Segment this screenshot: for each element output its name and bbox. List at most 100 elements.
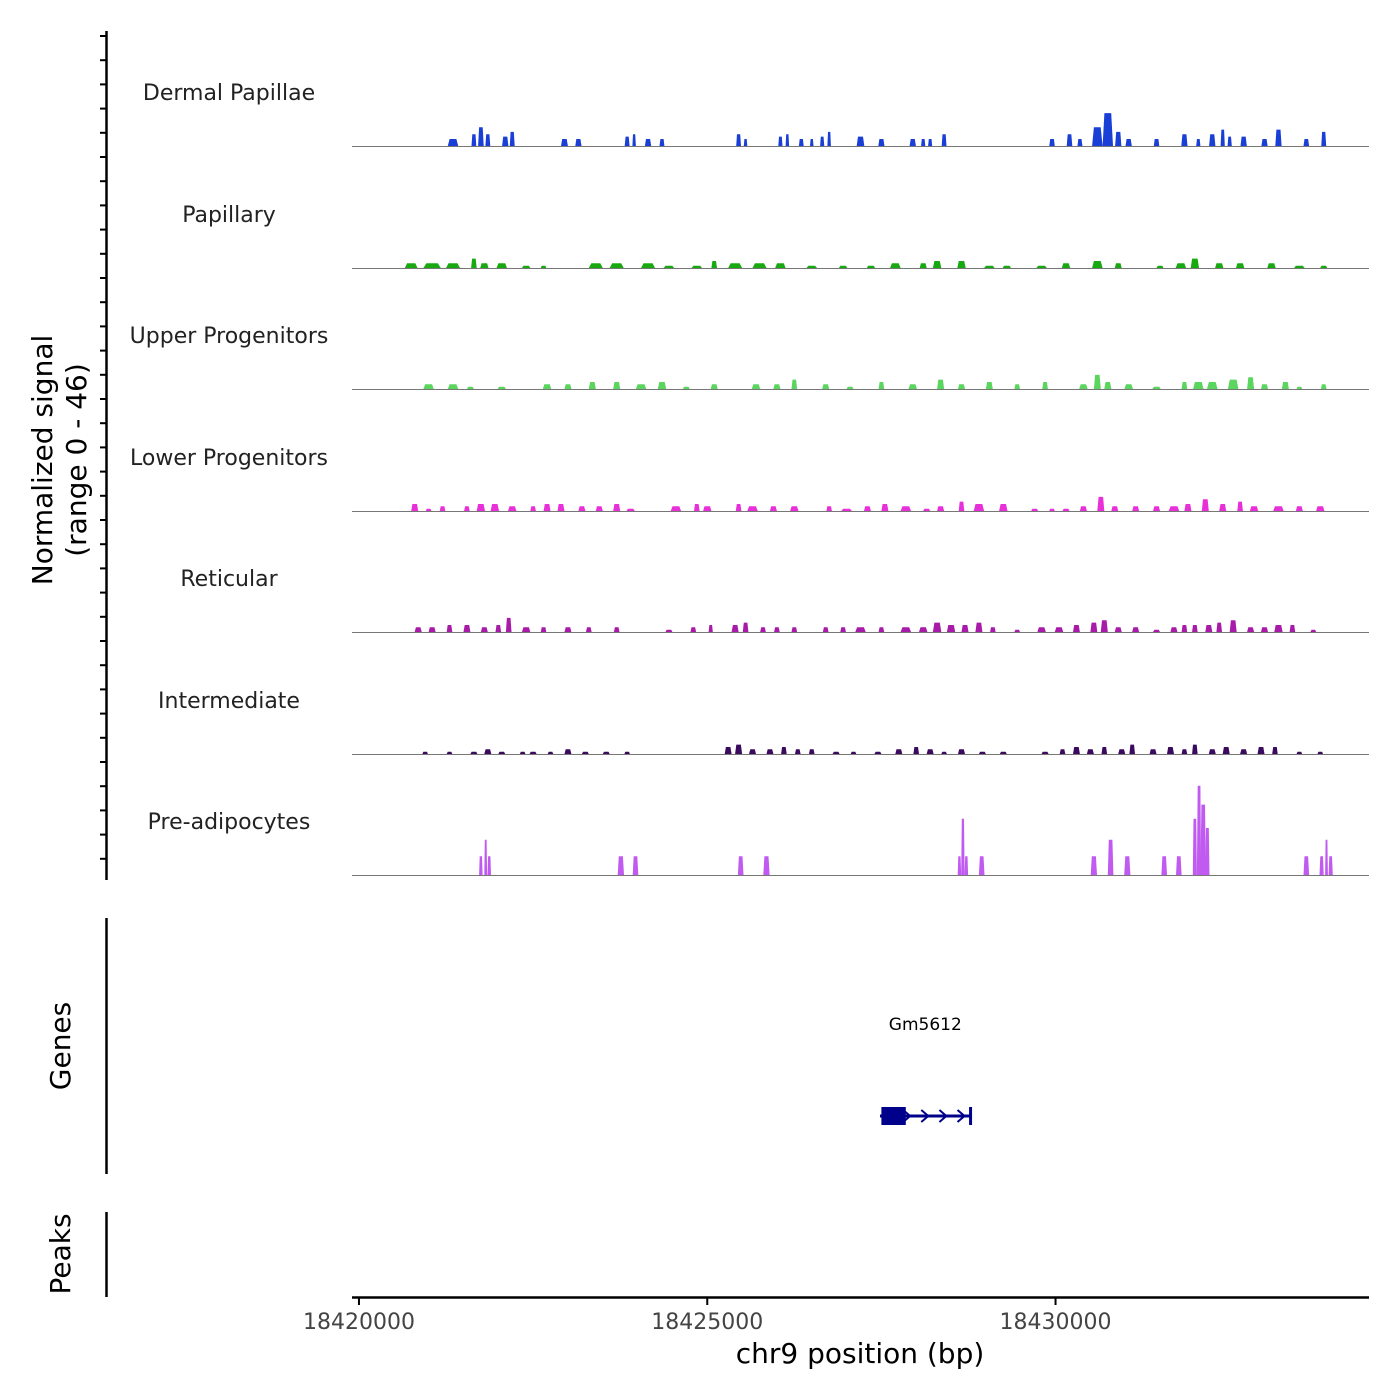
dermal-papillae-signal-peak-1 [471,134,477,146]
dermal-papillae-signal-peak-31 [1115,131,1122,146]
papillary-signal-peak-4 [480,263,489,268]
pre-adipocytes-signal-peak-13 [1124,856,1131,875]
papillary-signal-peak-22 [932,261,942,268]
reticular-signal-peak-40 [1170,627,1178,632]
pre-adipocytes-signal-peak-22 [1325,839,1328,875]
dermal-papillae-signal-peak-22 [909,139,916,146]
upper-progenitors-signal-peak-31 [1207,382,1218,389]
reticular-signal-peak-13 [690,627,697,632]
upper-progenitors-signal-peak-27 [1124,384,1133,389]
gene-label-gm5612: Gm5612 [889,1015,962,1035]
intermediate-signal-peak-37 [1167,747,1174,754]
papillary-signal-peak-19 [866,265,876,268]
reticular-signal-peak-50 [1310,629,1317,632]
upper-progenitors-signal-peak-7 [613,382,621,389]
papillary-signal-peak-17 [806,265,817,268]
track-label-lower-progenitors: Lower Progenitors [130,446,328,471]
pre-adipocytes-signal-peak-4 [632,856,639,875]
intermediate-signal-peak-33 [1101,747,1108,754]
lower-progenitors-signal-peak-4 [476,504,485,511]
lower-progenitors-signal-peak-28 [958,501,965,511]
track-label-upper-progenitors: Upper Progenitors [130,324,329,349]
upper-progenitors-signal-peak-5 [564,384,572,389]
lower-progenitors-signal-peak-29 [973,504,985,511]
reticular-signal-peak-27 [946,625,956,632]
intermediate-signal-peak-6 [529,751,537,754]
lower-progenitors-signal-peak-39 [1168,506,1180,511]
intermediate-signal-peak-44 [1272,747,1278,754]
intermediate-signal-peak-27 [978,751,986,754]
intermediate-signal-peak-38 [1181,749,1188,754]
reticular-signal-peak-48 [1274,625,1283,632]
lower-progenitors-signal-peak-30 [999,504,1008,511]
strand-arrow-icon [884,1109,894,1123]
upper-progenitors-signal-peak-16 [846,386,854,389]
intermediate-signal-peak-24 [926,749,934,754]
track-intermediate [352,744,1369,755]
intermediate-signal-peak-42 [1240,749,1248,754]
lower-progenitors-signal-peak-22 [841,508,852,511]
track-label-reticular: Reticular [180,567,278,592]
lower-progenitors-signal-peak-41 [1201,499,1209,511]
dermal-papillae-signal-peak-8 [624,136,630,146]
pre-adipocytes-signal-peak-17 [1196,785,1202,875]
lower-progenitors-signal-peak-7 [530,506,536,511]
papillary-signal-peak-9 [609,263,624,268]
intermediate-signal-peak-21 [874,751,882,754]
dermal-papillae-signal-peak-16 [798,139,804,146]
lower-progenitors-signal-peak-23 [864,506,871,511]
reticular-signal-peak-38 [1132,627,1140,632]
dermal-papillae-signal-peak-14 [778,136,783,146]
papillary-signal-peak-37 [1320,265,1328,268]
pre-adipocytes-signal-peak-18 [1200,804,1206,875]
track-papillary [352,258,1369,269]
intermediate-signal-peak-39 [1192,744,1198,754]
reticular-signal-peak-8 [540,627,547,632]
papillary-signal-peak-6 [522,265,531,268]
track-upper-progenitors [352,374,1369,390]
track-label-intermediate: Intermediate [158,689,300,714]
track-reticular [352,617,1369,633]
papillary-signal-peak-3 [471,258,477,268]
intermediate-signal-peak-26 [958,749,965,754]
dermal-papillae-signal-peak-13 [743,139,748,146]
intermediate-signal-peak-34 [1118,749,1126,754]
intermediate-signal-peak-22 [895,749,903,754]
lower-progenitors-signal-peak-31 [1031,508,1039,511]
reticular-signal-peak-21 [840,627,846,632]
reticular-signal-peak-2 [446,625,453,632]
pre-adipocytes-signal-peak-2 [487,856,491,875]
upper-progenitors-signal-peak-15 [822,384,830,389]
pre-adipocytes-signal-peak-9 [964,856,969,875]
pre-adipocytes-signal-peak-19 [1205,828,1210,875]
dermal-papillae-signal-peak-7 [575,139,582,146]
upper-progenitors-signal-peak-14 [791,379,798,389]
reticular-signal-peak-28 [961,625,969,632]
lower-progenitors-signal-peak-15 [694,504,700,511]
dermal-papillae-signal-peak-17 [810,139,814,146]
upper-progenitors-signal-peak-1 [447,384,459,389]
reticular-signal-peak-15 [731,625,739,632]
track-lower-progenitors [352,496,1369,512]
reticular-signal-peak-19 [791,627,798,632]
upper-progenitors-signal-peak-20 [958,384,965,389]
upper-progenitors-signal-peak-24 [1079,384,1088,389]
intermediate-signal-peak-23 [913,747,919,754]
gene-model-gm5612[interactable] [880,1107,973,1125]
track-label-pre-adipocytes: Pre-adipocytes [148,810,311,835]
dermal-papillae-signal-peak-40 [1261,139,1268,146]
reticular-signal-peak-47 [1261,627,1268,632]
upper-progenitors-signal-peak-0 [423,384,434,389]
papillary-signal-peak-10 [641,263,655,268]
reticular-signal-peak-32 [1037,627,1046,632]
upper-progenitors-signal-peak-11 [710,384,718,389]
papillary-signal-peak-29 [1114,263,1122,268]
upper-progenitors-signal-peak-2 [466,386,474,389]
upper-progenitors-signal-peak-19 [937,379,945,389]
intermediate-signal-peak-35 [1129,744,1135,754]
x-axis-ticks [357,1297,1057,1305]
lower-progenitors-signal-peak-10 [578,506,586,511]
track-pre-adipocytes [352,785,1369,876]
lower-progenitors-signal-peak-33 [1062,508,1070,511]
dermal-papillae-signal-peak-25 [941,134,947,146]
